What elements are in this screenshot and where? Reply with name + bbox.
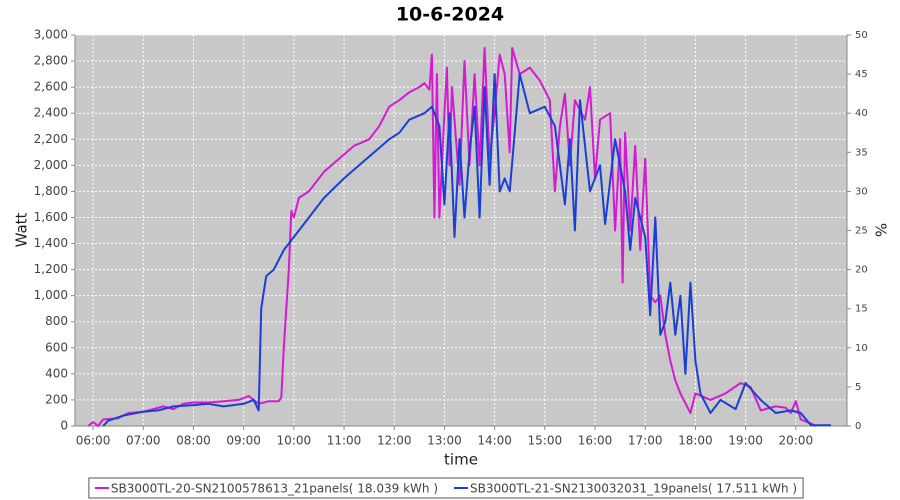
y2-tick-label: 30 [855,186,868,197]
y2-tick-label: 35 [855,147,868,158]
y2-tick-label: 0 [855,421,861,432]
y-tick-label: 600 [45,340,68,354]
x-tick-label: 11:00 [327,434,362,448]
x-tick-label: 09:00 [226,434,261,448]
legend-box [88,477,804,499]
x-tick-label: 06:00 [76,434,111,448]
y2-axis-label: % [872,223,890,237]
y-tick-label: 1,600 [34,210,68,224]
y-tick-label: 2,800 [34,54,68,68]
x-tick-label: 14:00 [477,434,512,448]
y2-tick-label: 40 [855,108,868,119]
plot-area [75,35,847,426]
y2-tick-label: 15 [855,304,868,315]
x-tick-label: 20:00 [779,434,814,448]
y-tick-label: 200 [45,392,68,406]
y-tick-label: 3,000 [34,28,68,42]
series-line [87,47,817,427]
y2-tick-label: 10 [855,343,868,354]
y-tick-label: 1,400 [34,236,68,250]
y-axis-label: Watt [13,212,31,247]
x-tick-label: 13:00 [427,434,462,448]
y-tick-label: 2,600 [34,80,68,94]
legend-label: SB3000TL-21-SN2130032031_19panels( 17.51… [470,482,797,496]
legend-label: SB3000TL-20-SN2100578613_21panels( 18.03… [111,482,438,496]
y2-tick-label: 45 [855,69,868,80]
y-tick-label: 0 [60,419,68,433]
y2-tick-label: 50 [855,30,868,41]
y-tick-label: 400 [45,366,68,380]
y-tick-label: 1,000 [34,288,68,302]
x-tick-label: 15:00 [528,434,563,448]
x-tick-label: 07:00 [126,434,161,448]
y-tick-label: 2,000 [34,158,68,172]
x-tick-label: 16:00 [578,434,613,448]
y-tick-label: 800 [45,314,68,328]
y2-tick-label: 5 [855,382,861,393]
x-tick-label: 10:00 [277,434,312,448]
chart-title: 10-6-2024 [396,4,504,26]
y-tick-label: 1,200 [34,262,68,276]
x-axis-label: time [444,451,478,469]
x-tick-label: 12:00 [377,434,412,448]
x-tick-label: 19:00 [728,434,763,448]
y-tick-label: 2,200 [34,132,68,146]
x-tick-label: 17:00 [628,434,663,448]
series-line [102,73,831,427]
y2-tick-label: 20 [855,265,868,276]
x-tick-label: 08:00 [176,434,211,448]
y-tick-label: 2,400 [34,106,68,120]
y2-tick-label: 25 [855,226,868,237]
y-tick-label: 1,800 [34,184,68,198]
x-tick-label: 18:00 [678,434,713,448]
legend: SB3000TL-20-SN2100578613_21panels( 18.03… [88,477,804,499]
